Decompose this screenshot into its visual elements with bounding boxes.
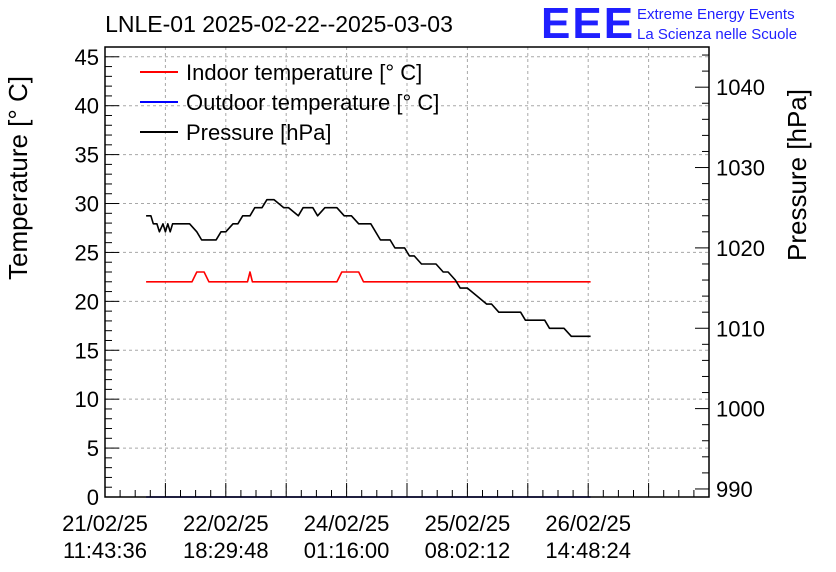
legend-label-pressure: Pressure [hPa] <box>186 120 332 145</box>
pressure-line <box>146 198 591 338</box>
x-tick-label-time: 08:02:12 <box>425 538 511 563</box>
x-tick-label-date: 22/02/25 <box>183 511 269 536</box>
chart-title: LNLE-01 2025-02-22--2025-03-03 <box>105 11 453 37</box>
x-tick-label-time: 18:29:48 <box>183 538 269 563</box>
y2-axis-title: Pressure [hPa] <box>782 89 812 261</box>
y-tick-label: 30 <box>75 192 99 217</box>
y-tick-label: 40 <box>75 94 99 119</box>
y-tick-label: 25 <box>75 240 99 265</box>
y-tick-label: 0 <box>87 485 99 510</box>
x-tick-label-date: 21/02/25 <box>62 511 148 536</box>
eee-brand: EEE Extreme Energy Events La Scienza nel… <box>541 0 797 48</box>
y-tick-label: 15 <box>75 338 99 363</box>
x-tick-label-date: 25/02/25 <box>425 511 511 536</box>
brand-line-1: Extreme Energy Events <box>637 6 795 23</box>
y2-tick-label: 1000 <box>716 397 765 422</box>
legend-label-indoor: Indoor temperature [° C] <box>186 60 422 85</box>
y2-tick-label: 1020 <box>716 236 765 261</box>
x-tick-label-time: 11:43:36 <box>63 538 147 563</box>
series-layer <box>146 198 591 498</box>
legend-label-outdoor: Outdoor temperature [° C] <box>186 90 439 115</box>
y-tick-label: 5 <box>87 436 99 461</box>
x-tick-label-date: 26/02/25 <box>545 511 631 536</box>
y-tick-label: 35 <box>75 143 99 168</box>
y2-tick-label: 1030 <box>716 156 765 181</box>
y2-tick-label: 1040 <box>716 75 765 100</box>
brand-line-2: La Scienza nelle Scuole <box>637 26 797 43</box>
x-tick-label-time: 01:16:00 <box>304 538 390 563</box>
indoor-temperature-line <box>146 271 591 283</box>
y-axis-title: Temperature [° C] <box>3 76 33 280</box>
legend: Indoor temperature [° C] Outdoor tempera… <box>140 60 439 145</box>
y2-tick-label: 990 <box>716 477 753 502</box>
x-tick-label-time: 14:48:24 <box>545 538 631 563</box>
y-tick-label: 20 <box>75 289 99 314</box>
eee-logo: EEE <box>541 0 635 48</box>
axes-layer: 0 5 10 15 20 25 30 35 40 45 990 1000 1010 1020 1030 104… <box>62 45 765 563</box>
x-tick-label-date: 24/02/25 <box>304 511 390 536</box>
grid-layer <box>105 47 709 497</box>
y2-tick-label: 1010 <box>716 316 765 341</box>
y-tick-label: 10 <box>75 387 99 412</box>
y-tick-label: 45 <box>75 45 99 70</box>
